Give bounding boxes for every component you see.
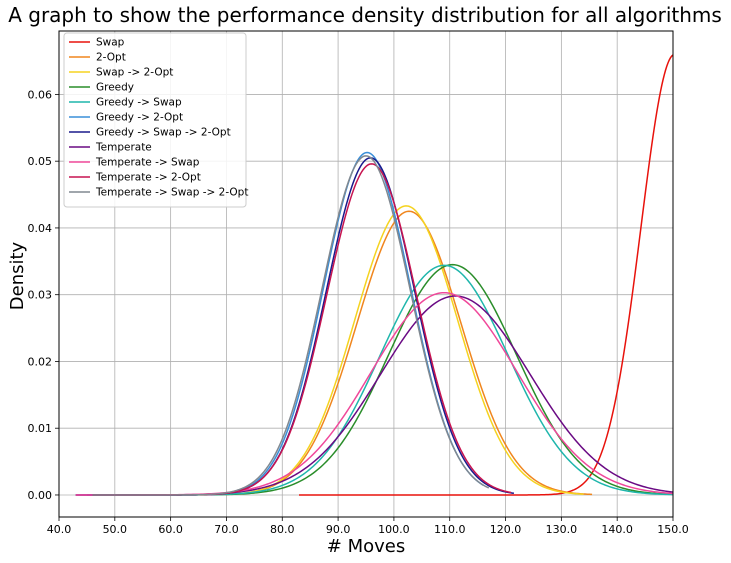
x-tick-label: 60.0 — [158, 523, 183, 536]
x-tick-label: 100.0 — [378, 523, 410, 536]
series-line-greedy-swap-2-opt — [75, 157, 515, 496]
x-tick-label: 40.0 — [47, 523, 72, 536]
series-line-greedy-swap — [92, 264, 674, 496]
legend-entry: Greedy -> 2-Opt — [96, 112, 183, 124]
x-tick-label: 70.0 — [214, 523, 239, 536]
y-tick-label: 0.00 — [28, 489, 53, 502]
x-tick-label: 110.0 — [434, 523, 466, 536]
legend-entry: Greedy — [96, 82, 134, 94]
x-tick-label: 140.0 — [601, 523, 633, 536]
series-line-temperate-swap — [75, 291, 674, 496]
x-axis-label: # Moves — [327, 536, 405, 557]
chart-title: A graph to show the performance density … — [8, 3, 722, 27]
legend-box — [63, 32, 247, 208]
y-tick-label: 0.05 — [28, 155, 53, 168]
legend-entry: Swap — [96, 37, 125, 49]
plot-frame — [58, 30, 674, 518]
y-tick-label: 0.01 — [28, 422, 53, 435]
legend-entry: Greedy -> Swap -> 2-Opt — [96, 127, 231, 139]
series-line-temperate — [75, 295, 674, 496]
legend-entry: Temperate -> Swap — [95, 157, 200, 169]
legend-entry: Swap -> 2-Opt — [96, 67, 173, 79]
y-axis-ticks: 0.00 0.01 0.02 0.03 0.04 0.05 0.06 — [28, 88, 59, 502]
x-tick-label: 120.0 — [490, 523, 522, 536]
x-tick-label: 50.0 — [103, 523, 128, 536]
y-tick-label: 0.03 — [28, 289, 53, 302]
x-tick-label: 130.0 — [546, 523, 578, 536]
legend: Swap 2-Opt Swap -> 2-Opt Greedy Greedy -> Sw… — [63, 32, 248, 208]
series-line-greedy — [92, 263, 674, 496]
y-tick-label: 0.02 — [28, 355, 53, 368]
series-line-swap-2-opt — [237, 205, 584, 495]
x-tick-label: 80.0 — [270, 523, 295, 536]
legend-entry: Temperate — [95, 142, 152, 154]
x-tick-label: 150.0 — [657, 523, 689, 536]
x-axis-ticks: 40.0 50.0 60.0 70.0 80.0 90.0 100.0 110.0 120.0 1… — [47, 517, 689, 536]
legend-entry: Temperate -> Swap -> 2-Opt — [95, 187, 248, 199]
series-line-temperate-2-opt — [92, 163, 512, 496]
series-layer — [75, 54, 674, 496]
series-line-2-opt — [237, 210, 593, 496]
y-axis-label: Density — [7, 241, 28, 310]
y-tick-label: 0.04 — [28, 222, 53, 235]
legend-entry: Greedy -> Swap — [96, 97, 182, 109]
legend-entry: Temperate -> 2-Opt — [95, 172, 201, 184]
series-line-swap — [299, 54, 674, 496]
series-line-temperate-swap-2-opt — [92, 155, 490, 496]
y-tick-label: 0.06 — [28, 88, 53, 101]
x-tick-label: 90.0 — [326, 523, 351, 536]
legend-entry: 2-Opt — [96, 52, 126, 64]
